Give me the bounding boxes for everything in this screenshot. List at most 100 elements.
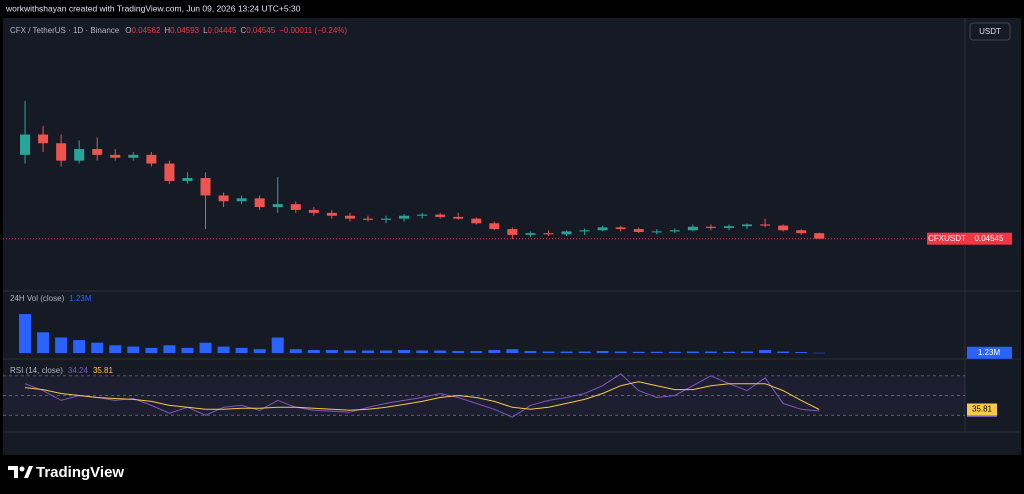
volume-bar — [614, 351, 627, 354]
volume-bar — [73, 340, 86, 354]
candle-body — [38, 134, 49, 144]
change: −0.00011 (−0.24%) — [279, 26, 347, 35]
volume-bar — [289, 349, 302, 354]
volume-bar — [795, 352, 808, 354]
volume-bar — [524, 351, 537, 354]
volume-bar — [109, 345, 122, 354]
candle-body — [615, 227, 626, 230]
symbol-box — [927, 232, 967, 245]
volume-label: 1.23M — [978, 348, 1001, 357]
candle-body — [344, 215, 355, 219]
candle-body — [146, 154, 157, 164]
candle-body — [796, 230, 807, 234]
volume-bar — [452, 351, 465, 354]
volume-bar — [542, 351, 555, 354]
candle-body — [742, 224, 753, 227]
volume-bar — [398, 349, 411, 354]
candle-body — [92, 149, 103, 155]
candle-body — [597, 227, 608, 231]
rsi-last: 34.24 — [68, 366, 89, 375]
candle-body — [164, 163, 175, 181]
volume-bar — [163, 345, 176, 354]
candle-body — [507, 229, 518, 235]
candle-body — [326, 212, 337, 216]
ohlc-value: 0.04545 — [246, 26, 275, 35]
volume-bar — [650, 351, 663, 354]
candle-body — [489, 223, 500, 230]
price-box — [967, 232, 1012, 245]
grid — [3, 375, 965, 416]
symbol-title: CFX / TetherUS · 1D · Binance — [10, 26, 120, 35]
price-label: 0.04545 — [975, 234, 1004, 243]
candle-body — [723, 226, 734, 228]
candle-body — [579, 230, 590, 232]
rsi-line — [24, 373, 820, 418]
candle-body — [218, 195, 229, 202]
candle-body — [128, 154, 139, 158]
currency[interactable]: USDT — [979, 27, 1001, 36]
volume-bar — [361, 350, 374, 354]
volume-bar — [596, 351, 609, 354]
candle-body — [543, 233, 554, 235]
volume-bar — [343, 350, 356, 354]
logo-icon — [19, 466, 25, 472]
candle-body — [814, 233, 825, 239]
volume-bar — [632, 351, 645, 354]
volume-bar — [578, 351, 591, 354]
volume-bar — [416, 350, 429, 354]
candle-body — [561, 231, 572, 235]
volume-bar — [307, 349, 320, 354]
candle-body — [381, 218, 392, 220]
candle-body — [308, 209, 319, 213]
volume-bar — [506, 349, 519, 354]
rsi-value-box — [967, 403, 997, 416]
volume-bar — [19, 314, 32, 354]
brand: TradingView — [36, 464, 124, 481]
candle-body — [525, 233, 536, 235]
candle-body — [778, 225, 789, 231]
volume-bar — [488, 349, 501, 354]
volume-bar — [271, 337, 284, 354]
volume-bar — [235, 347, 248, 354]
candle-body — [182, 178, 193, 181]
volume-bar — [813, 352, 826, 354]
volume-box — [967, 346, 1012, 359]
ohlc-value: 0.04445 — [208, 26, 237, 35]
ohlc-label: C — [240, 26, 246, 35]
volume-bar — [217, 346, 230, 354]
volume-bar — [380, 350, 393, 354]
header: workwithshayan created with TradingView.… — [5, 3, 301, 13]
volume-bar — [560, 351, 573, 354]
volume-bar — [181, 347, 194, 354]
volume-bar — [668, 351, 681, 354]
volume-bar — [704, 351, 717, 354]
volume-bar — [127, 346, 140, 354]
rsi-title: RSI (14, close) — [10, 366, 63, 375]
candle-body — [687, 226, 698, 231]
legend: CFX / TetherUS · 1D · Binance O0.04562 H0.… — [10, 26, 347, 35]
candle-body — [290, 204, 301, 210]
candle-body — [110, 154, 121, 158]
volume-title: 24H Vol (close) — [10, 294, 65, 303]
candle-body — [453, 216, 464, 219]
volume-bar — [91, 342, 104, 354]
volume-bar — [777, 351, 790, 354]
volume-bar — [253, 349, 266, 354]
candle-body — [20, 134, 31, 155]
volume-bar — [686, 351, 699, 354]
brand-logo — [8, 466, 33, 478]
volume-bar — [759, 349, 772, 354]
candle-body — [272, 204, 283, 208]
currency-button[interactable] — [969, 22, 1011, 41]
volume-bar — [325, 349, 338, 354]
candle-body — [200, 178, 211, 196]
logo-icon — [8, 466, 18, 478]
candle-body — [399, 215, 410, 219]
candle-body — [705, 226, 716, 228]
ohlc-value: 0.04593 — [170, 26, 199, 35]
volume-last: 1.23M — [69, 294, 92, 303]
candle-body — [651, 231, 662, 233]
candle-body — [471, 218, 482, 224]
